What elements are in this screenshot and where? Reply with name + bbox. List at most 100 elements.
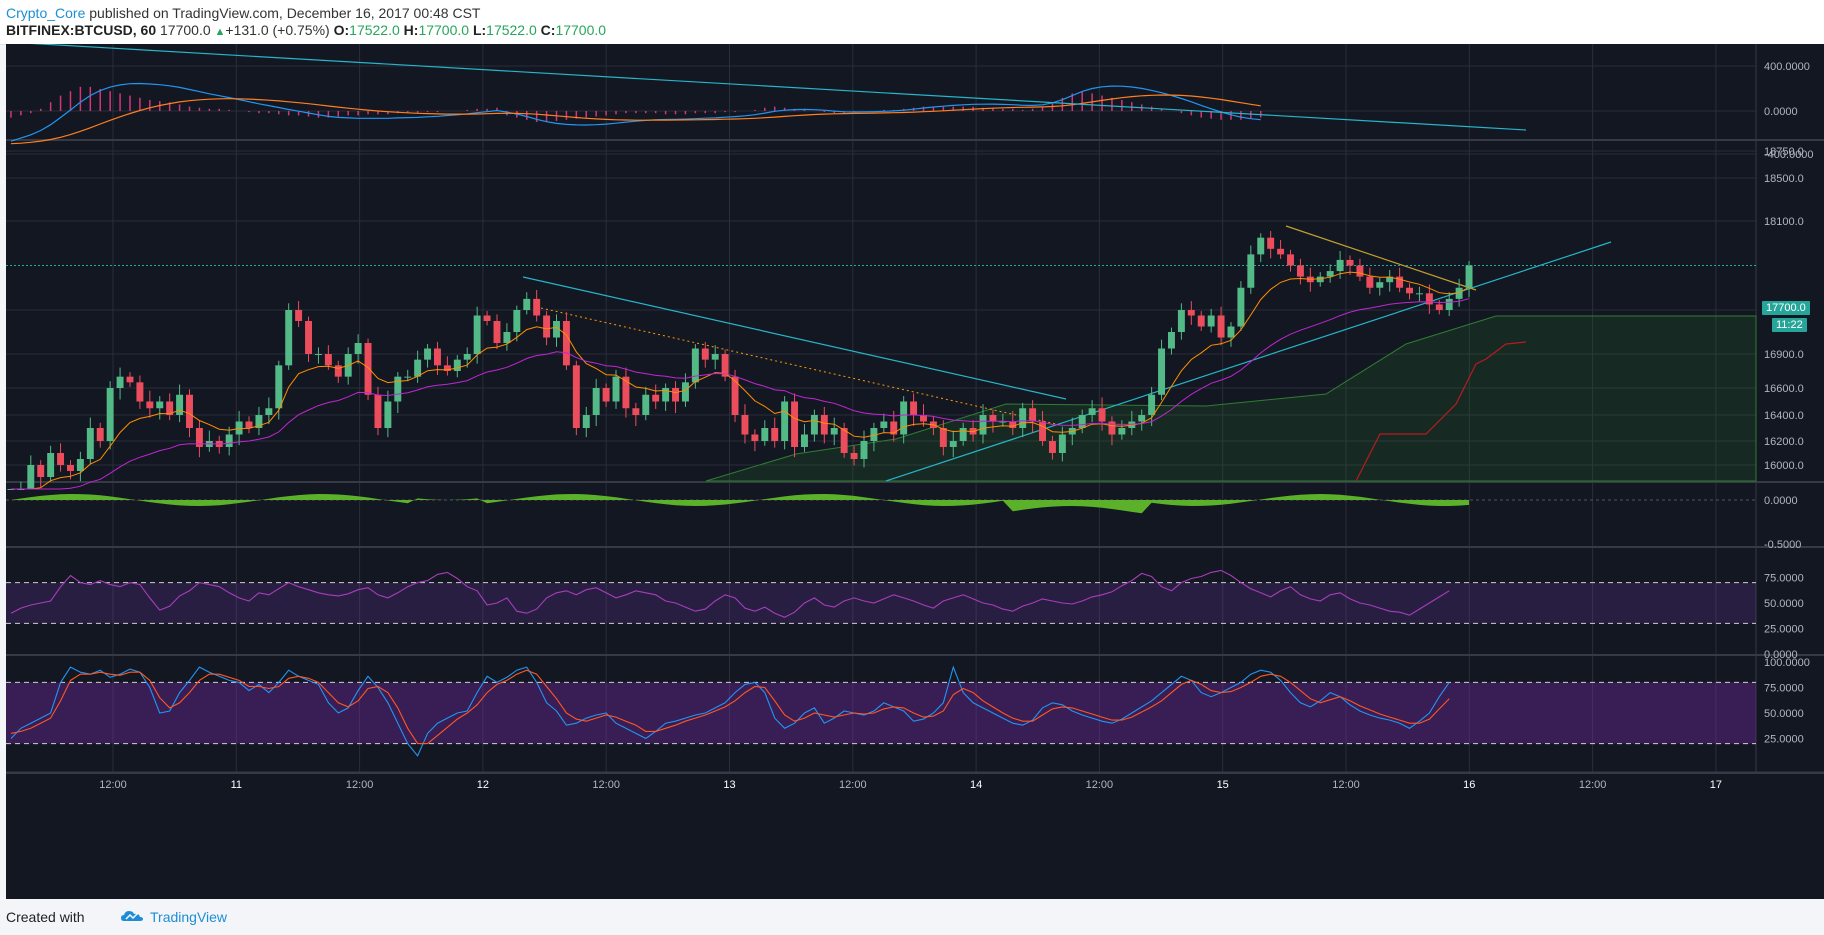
time-axis-label: 12:00 [1579,779,1607,791]
candle-body [1366,276,1374,288]
candle-body [245,421,253,428]
kijun-line [10,298,1470,490]
stoch-band [6,682,1756,744]
price-axis-label: 16400.0 [1764,410,1804,422]
price-change: +131.0 (+0.75%) [225,22,330,38]
candle-body [1048,441,1056,453]
candle-body [1287,254,1294,266]
candle-body [1386,276,1394,283]
created-with-text: Created with [6,909,85,925]
candle-body [1455,287,1463,299]
stoch-d-line [10,669,1450,745]
open-label: O: [333,22,350,38]
candle-body [473,315,481,354]
price-axis-label: 18750.0 [1764,146,1804,158]
candle-body [1009,421,1017,428]
rsi-axis-label: 0.0000 [1764,649,1798,661]
time-axis-label: 13 [723,779,735,791]
price-axis-label: 16900.0 [1764,349,1804,361]
author-link[interactable]: Crypto_Core [6,5,86,21]
low-label: L: [472,22,487,38]
candle-body [939,428,947,447]
candle-body [652,394,660,402]
candle-body [870,428,878,441]
candle-body [116,376,124,388]
price-axis-label: 18500.0 [1764,173,1804,185]
macd-signal-line [10,94,1261,145]
candle-body [1029,408,1037,422]
candle-body [949,441,957,447]
candle-body [463,354,471,360]
candle-body [1138,415,1146,422]
candle-body [979,415,987,435]
price-axis-label: 16000.0 [1764,460,1804,472]
candle-body [612,376,620,402]
candle-body [414,359,422,377]
symbol-label[interactable]: BITFINEX:BTCUSD, 60 [6,22,157,38]
candle-body [751,434,759,441]
candle-body [543,315,551,338]
tradingview-cloud-icon [121,911,143,921]
candle-body [1148,394,1156,415]
tradingview-link[interactable]: TradingView [150,909,228,925]
low-value: 17522.0 [486,22,537,38]
candle-body [1128,421,1136,428]
candle-body [840,428,848,453]
chart-canvas[interactable]: 12:00 11 12:00 12 12:00 13 12:00 14 12:00 15 12:00… [6,44,1824,899]
candle-body [1217,315,1225,338]
candle-body [493,321,501,343]
candle-body [850,453,858,459]
candle-body [255,415,263,428]
rsi-axis-label: 25.0000 [1764,624,1804,636]
candle-body [791,401,799,447]
candle-body [1019,408,1027,428]
time-axis-label: 14 [970,779,982,791]
chart-area[interactable]: 12:00 11 12:00 12 12:00 13 12:00 14 12:00 15 12:00… [6,44,1824,899]
time-axis-label: 12:00 [99,779,127,791]
candle-body [731,376,739,415]
price-axis-label: 16200.0 [1764,436,1804,448]
candle-body [1316,276,1324,283]
candle-body [959,428,967,441]
candle-body [1296,265,1304,277]
rsi-axis-label: 50.0000 [1764,598,1804,610]
candle-body [334,365,342,377]
candle-body [880,421,888,428]
candle-body [741,415,749,435]
candle-body [622,376,630,409]
candle-body [662,388,670,402]
candle-body [1058,434,1066,453]
candle-body [1425,293,1433,305]
publish-line: Crypto_Core published on TradingView.com… [6,5,480,21]
candle-body [781,401,789,441]
candle-body [1108,421,1116,435]
candle-body [642,394,650,415]
wedge-trendline [1285,225,1477,291]
macd-trendline [30,44,1527,131]
oscillator-axis-label: -0.5000 [1764,539,1801,551]
candle-body [106,388,114,441]
candle-body [1197,315,1205,327]
high-label: H: [403,22,419,38]
support-trendline [885,241,1612,482]
candle-body [860,441,868,459]
candle-body [553,321,560,338]
candle-body [1356,265,1364,277]
candle-body [1158,348,1166,395]
candle-body [1187,310,1195,316]
candle-body [156,401,164,409]
candle-body [285,310,293,366]
candle-body [314,354,322,355]
candle-body [1406,287,1413,294]
candle-body [1346,259,1354,266]
candle-body [691,348,699,383]
footer: Created with TradingView [0,899,1824,935]
candle-body [295,310,303,321]
candle-body [1227,326,1235,338]
time-axis-label: 17 [1710,779,1722,791]
macd-axis-label: 0.0000 [1764,106,1798,118]
candle-body [1039,421,1046,441]
candle-body [453,359,461,371]
candle-body [1118,428,1126,435]
candle-body [1336,259,1344,272]
